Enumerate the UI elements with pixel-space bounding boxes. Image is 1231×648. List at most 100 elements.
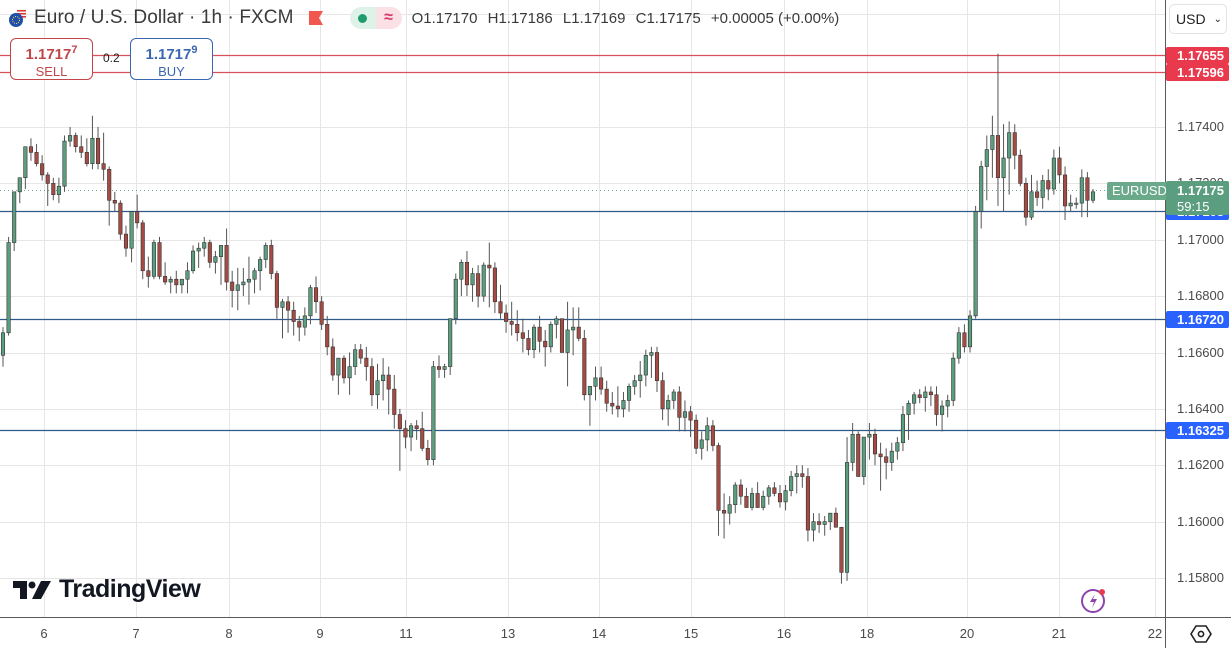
candle-down <box>962 332 967 348</box>
settings-hexagon-icon[interactable] <box>1190 623 1212 645</box>
candle-up <box>185 270 190 280</box>
currency-value: USD <box>1176 11 1206 27</box>
candle-down <box>604 388 609 404</box>
spread-value: 0.2 <box>103 51 120 65</box>
candle-up <box>956 332 961 359</box>
candle-up <box>353 349 358 367</box>
candle-up <box>252 270 257 280</box>
candle-down <box>464 261 469 286</box>
symbol-title[interactable]: Euro / U.S. Dollar · 1h · FXCM <box>34 7 294 28</box>
price-tick-label: 1.17400 <box>1177 119 1224 134</box>
date-tick-label: 15 <box>683 626 699 641</box>
candle-down <box>777 493 783 503</box>
candle-down <box>660 380 665 410</box>
candle-up <box>258 259 263 272</box>
buy-label: BUY <box>158 64 185 79</box>
sell-button[interactable]: 1.17177 SELL <box>10 38 93 80</box>
candle-up <box>638 374 643 381</box>
candle-up <box>766 487 771 497</box>
candle-down <box>358 349 363 359</box>
resistance-level-tag[interactable]: 1.17655 <box>1166 47 1229 65</box>
candle-up <box>548 324 553 348</box>
candle-down <box>509 321 514 325</box>
candle-up <box>302 315 307 328</box>
candle-up <box>129 211 134 249</box>
candle-down <box>330 346 335 376</box>
candle-down <box>269 245 274 274</box>
candle-up <box>409 425 414 438</box>
price-axis-divider <box>1165 0 1166 648</box>
candle-up <box>761 495 766 508</box>
candle-up <box>627 386 632 401</box>
candle-down <box>163 276 168 283</box>
resistance-level-tag[interactable]: 1.17596 <box>1166 63 1229 81</box>
candle-up <box>375 380 380 396</box>
candle-up <box>733 484 738 506</box>
candle-down <box>397 414 402 429</box>
candle-down <box>615 405 620 410</box>
lightning-alert-icon[interactable] <box>1080 586 1108 614</box>
candle-up <box>554 318 559 325</box>
candle-up <box>643 355 648 376</box>
candle-down <box>230 281 235 291</box>
candle-down <box>1057 157 1062 176</box>
candle-up <box>1007 132 1012 159</box>
candle-down <box>755 493 760 508</box>
candle-down <box>520 332 525 339</box>
candle-down <box>515 324 520 334</box>
candle-up <box>308 287 313 317</box>
candle-down <box>1063 174 1068 207</box>
candle-down <box>928 391 933 396</box>
candle-down <box>856 433 861 477</box>
price-tick-label: 1.16600 <box>1177 344 1224 360</box>
symbol-header: Euro / U.S. Dollar · 1h · FXCM ≈ O1.1717… <box>8 6 845 30</box>
candle-down <box>1023 183 1028 218</box>
date-tick-label: 8 <box>225 626 233 641</box>
candle-up <box>17 177 22 193</box>
candle-down <box>140 222 145 272</box>
low-value: L1.17169 <box>562 9 626 27</box>
sell-label: SELL <box>35 64 68 79</box>
price-tick-label: 1.16400 <box>1177 400 1224 416</box>
date-tick-label: 21 <box>1051 626 1067 641</box>
candle-up <box>1079 177 1084 204</box>
candle-down <box>1012 132 1017 156</box>
candle-up <box>235 284 240 291</box>
flag-marker-icon[interactable] <box>308 10 324 26</box>
candle-down <box>878 453 883 458</box>
candle-up <box>23 146 28 179</box>
candle-down <box>917 394 922 398</box>
candle-down <box>526 338 531 350</box>
candle-up <box>531 326 537 350</box>
candle-down <box>174 278 179 286</box>
candle-up <box>867 433 872 438</box>
support-level-tag[interactable]: 1.16720 <box>1166 310 1229 328</box>
candle-down <box>123 233 129 249</box>
candle-up <box>783 490 788 503</box>
candle-up <box>246 278 251 283</box>
candle-down <box>319 301 324 325</box>
eu-us-flag-icon <box>8 8 28 28</box>
symbol-label-tag: EURUSD <box>1107 182 1172 200</box>
candle-down <box>492 267 497 303</box>
currency-dropdown[interactable]: USD ⌄ <box>1169 4 1227 34</box>
candle-down <box>498 301 503 314</box>
candle-up <box>587 386 592 396</box>
buy-button[interactable]: 1.17179 BUY <box>130 38 213 80</box>
candle-up <box>431 366 436 460</box>
candle-up <box>811 521 816 531</box>
tradingview-logo[interactable]: TradingView <box>13 575 201 604</box>
candle-down <box>73 135 78 148</box>
candle-down <box>28 146 33 153</box>
candle-down <box>1018 154 1023 184</box>
price-tick-label: 1.16800 <box>1177 288 1224 304</box>
support-level-tag[interactable]: 1.16325 <box>1166 422 1229 440</box>
candle-down <box>135 211 140 224</box>
date-tick-label: 9 <box>316 626 324 641</box>
market-status-pill[interactable]: ≈ <box>349 7 402 29</box>
candle-up <box>196 247 201 252</box>
candle-up <box>912 394 917 404</box>
price-tick-label: 1.16000 <box>1177 513 1224 529</box>
